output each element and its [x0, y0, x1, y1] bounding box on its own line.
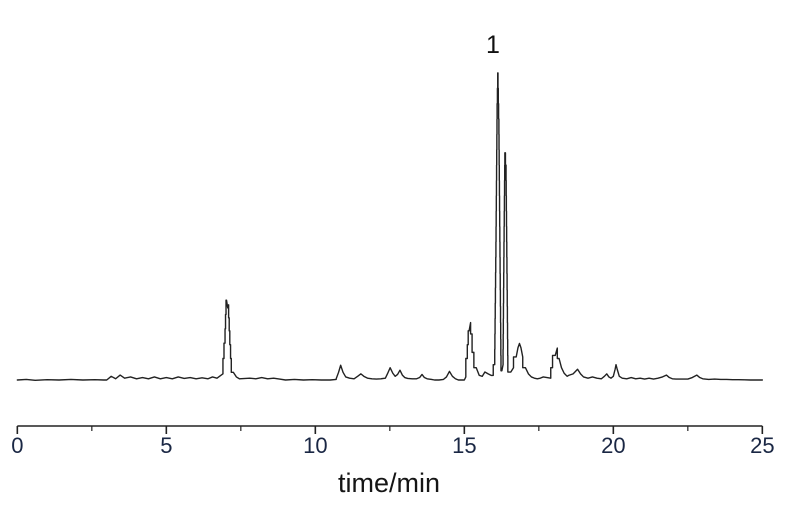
svg-text:10: 10 [303, 433, 327, 458]
svg-text:15: 15 [452, 433, 476, 458]
svg-text:0: 0 [11, 433, 23, 458]
svg-text:20: 20 [601, 433, 625, 458]
svg-text:25: 25 [750, 433, 774, 458]
svg-text:1: 1 [486, 31, 500, 59]
svg-text:5: 5 [160, 433, 172, 458]
svg-text:time/min: time/min [338, 468, 440, 498]
